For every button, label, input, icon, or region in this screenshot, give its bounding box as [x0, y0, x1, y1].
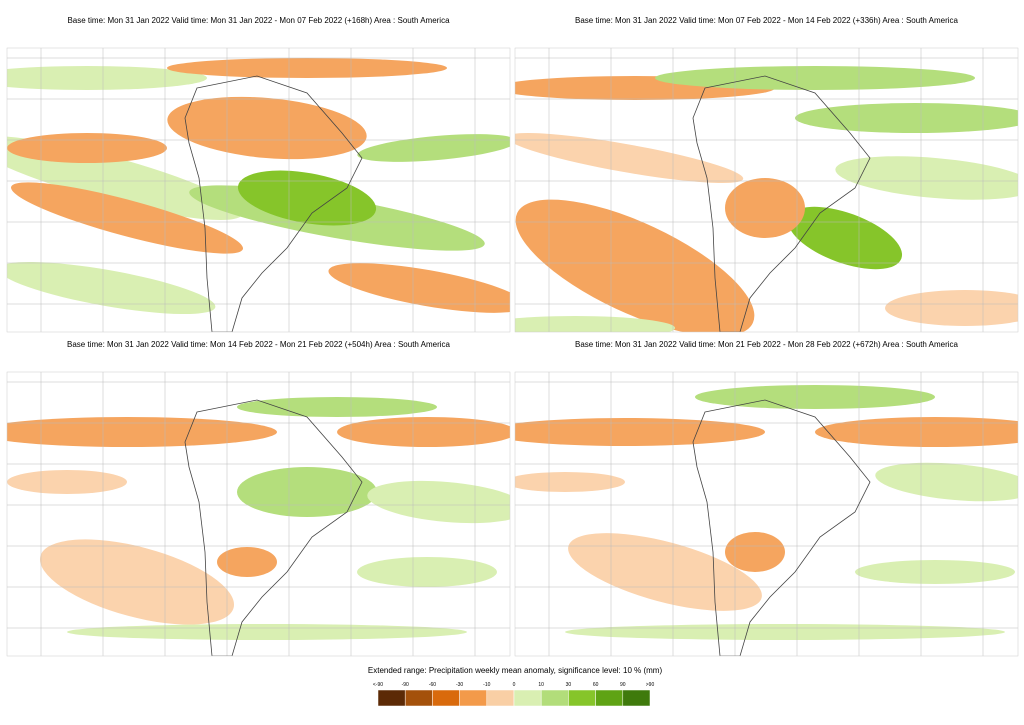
panel-frame — [6, 371, 511, 657]
anomaly-area — [835, 156, 1018, 200]
anomaly-area — [515, 472, 625, 492]
coastline — [692, 75, 871, 332]
anomaly-area — [357, 134, 510, 162]
legend-label: -30 — [456, 682, 463, 688]
legend-label: 0 — [513, 682, 516, 688]
anomaly-area — [357, 557, 497, 587]
map-panel — [514, 371, 1019, 657]
map-layer — [515, 372, 1018, 656]
anomaly-area — [787, 206, 903, 270]
anomaly-area — [568, 533, 762, 611]
legend-label: >90 — [646, 682, 655, 688]
anomaly-area — [875, 462, 1018, 502]
anomaly-area — [217, 547, 277, 577]
anomaly-area — [515, 418, 765, 446]
panel-frame — [6, 47, 511, 333]
anomaly-area — [337, 417, 510, 447]
panel-title: Base time: Mon 31 Jan 2022 Valid time: M… — [575, 16, 959, 25]
anomaly-area — [67, 624, 467, 640]
legend-label: 90 — [620, 682, 626, 688]
legend-swatch — [432, 689, 460, 707]
panel-frame — [514, 371, 1019, 657]
anomaly-area — [7, 417, 277, 447]
legend-label: <-90 — [373, 682, 383, 688]
anomaly-area — [855, 560, 1015, 584]
anomaly-area — [10, 182, 244, 254]
anomaly-area — [655, 66, 975, 90]
anomaly-area — [328, 263, 510, 313]
anomaly-area — [515, 199, 755, 332]
legend-swatch — [459, 689, 488, 707]
legend-label: 30 — [566, 682, 572, 688]
anomaly-area — [7, 261, 216, 315]
panel-title: Base time: Mon 31 Jan 2022 Valid time: M… — [575, 340, 959, 349]
legend-swatch — [622, 689, 651, 707]
legend-swatch — [486, 689, 515, 707]
anomaly-area — [515, 133, 744, 183]
anomaly-area — [515, 316, 675, 332]
anomaly-area — [695, 385, 935, 409]
map-panel — [514, 47, 1019, 333]
coastline — [184, 75, 363, 332]
legend-swatch — [377, 689, 406, 707]
anomaly-area — [237, 467, 377, 517]
anomaly-area — [885, 290, 1018, 326]
legend-swatch — [540, 689, 569, 707]
map-panel — [6, 371, 511, 657]
legend-swatch — [513, 689, 542, 707]
anomaly-area — [795, 103, 1018, 133]
anomaly-area — [167, 96, 367, 160]
map-layer — [7, 372, 510, 656]
anomaly-area — [237, 170, 377, 226]
anomaly-area — [39, 539, 235, 625]
anomaly-area — [7, 470, 127, 494]
panel-title: Base time: Mon 31 Jan 2022 Valid time: M… — [67, 340, 451, 349]
anomaly-area — [725, 532, 785, 572]
anomaly-area — [367, 480, 510, 524]
anomaly-area — [7, 133, 167, 163]
legend-title: Extended range: Precipitation weekly mea… — [368, 666, 663, 675]
anomaly-area — [815, 417, 1018, 447]
panel-frame — [514, 47, 1019, 333]
legend-swatch — [568, 689, 596, 707]
anomaly-area — [7, 66, 207, 90]
anomaly-area — [167, 58, 447, 78]
legend-label: -90 — [402, 682, 409, 688]
anomaly-area — [237, 397, 437, 417]
map-panel — [6, 47, 511, 333]
coastline — [692, 399, 871, 656]
panel-title: Base time: Mon 31 Jan 2022 Valid time: M… — [67, 16, 450, 25]
anomaly-area — [565, 624, 1005, 640]
legend-label: 60 — [593, 682, 599, 688]
anomaly-area — [725, 178, 805, 238]
map-bg — [515, 372, 1018, 656]
legend-label: 10 — [538, 682, 544, 688]
coastline — [184, 399, 363, 656]
map-layer — [7, 48, 510, 332]
legend-label: -10 — [483, 682, 490, 688]
legend-swatch — [595, 689, 624, 707]
legend-swatch — [404, 689, 433, 707]
legend-label: -60 — [429, 682, 436, 688]
map-layer — [515, 48, 1018, 332]
